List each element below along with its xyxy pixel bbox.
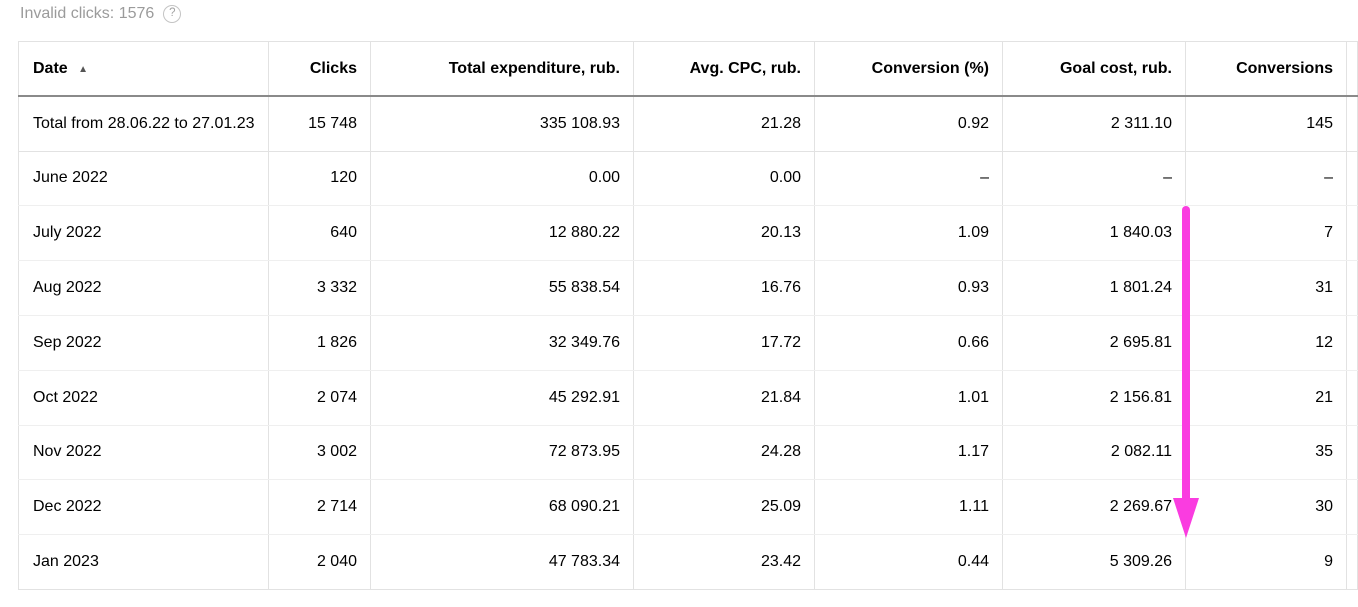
table-row: Sep 2022 1 826 32 349.76 17.72 0.66 2 69…: [18, 314, 1358, 371]
cell-expenditure: 0.00: [370, 150, 634, 207]
column-header-date[interactable]: Date ▲: [18, 41, 269, 98]
cell-goal-cost: 5 309.26: [1002, 534, 1186, 590]
cell-conversions: 12: [1185, 314, 1347, 371]
column-header-clicks[interactable]: Clicks: [268, 41, 371, 98]
cell-clicks: 2 714: [268, 479, 371, 536]
cell-empty: [1346, 260, 1358, 316]
cell-clicks: 2 040: [268, 534, 371, 590]
cell-avg-cpc: 21.84: [633, 369, 815, 426]
cell-clicks: 1 826: [268, 314, 371, 371]
cell-avg-cpc: 25.09: [633, 479, 815, 536]
cell-avg-cpc: 0.00: [633, 150, 815, 207]
column-header-conversion[interactable]: Conversion (%): [814, 41, 1003, 98]
header-row: Date ▲ Clicks Total expenditure, rub. Av…: [18, 41, 1358, 98]
cell-avg-cpc: 23.42: [633, 534, 815, 590]
total-conversion: 0.92: [814, 95, 1003, 152]
cell-goal-cost: 1 840.03: [1002, 205, 1186, 262]
cell-avg-cpc: 20.13: [633, 205, 815, 262]
cell-date: Sep 2022: [18, 314, 269, 371]
cell-goal-cost: 2 695.81: [1002, 314, 1186, 371]
cell-conversion: 1.11: [814, 479, 1003, 536]
cell-date: Oct 2022: [18, 369, 269, 426]
total-empty-cell: [1346, 95, 1358, 152]
cell-clicks: 120: [268, 150, 371, 207]
cell-date: Aug 2022: [18, 260, 269, 316]
cell-conversion: 0.66: [814, 314, 1003, 371]
cell-date: Jan 2023: [18, 534, 269, 590]
cell-date: July 2022: [18, 205, 269, 262]
cell-expenditure: 12 880.22: [370, 205, 634, 262]
cell-empty: [1346, 479, 1358, 536]
cell-expenditure: 55 838.54: [370, 260, 634, 316]
column-header-conversions[interactable]: Conversions: [1185, 41, 1347, 98]
cell-empty: [1346, 205, 1358, 262]
cell-conversion: 1.17: [814, 424, 1003, 481]
table-row: Nov 2022 3 002 72 873.95 24.28 1.17 2 08…: [18, 424, 1358, 481]
cell-goal-cost: 2 082.11: [1002, 424, 1186, 481]
cell-goal-cost: 2 156.81: [1002, 369, 1186, 426]
cell-clicks: 3 002: [268, 424, 371, 481]
cell-date: June 2022: [18, 150, 269, 207]
column-header-empty: [1346, 41, 1358, 98]
total-goal-cost: 2 311.10: [1002, 95, 1186, 152]
cell-empty: [1346, 424, 1358, 481]
total-expenditure: 335 108.93: [370, 95, 634, 152]
total-label: Total from 28.06.22 to 27.01.23: [18, 95, 269, 152]
cell-conversion: 1.01: [814, 369, 1003, 426]
table-row: Dec 2022 2 714 68 090.21 25.09 1.11 2 26…: [18, 479, 1358, 536]
cell-goal-cost: 1 801.24: [1002, 260, 1186, 316]
total-clicks: 15 748: [268, 95, 371, 152]
cell-empty: [1346, 150, 1358, 207]
statistics-table: Total from 28.06.22 to 27.01.23 15 748 3…: [18, 41, 1358, 590]
column-header-expenditure[interactable]: Total expenditure, rub.: [370, 41, 634, 98]
cell-empty: [1346, 369, 1358, 426]
cell-expenditure: 45 292.91: [370, 369, 634, 426]
table-row: July 2022 640 12 880.22 20.13 1.09 1 840…: [18, 205, 1358, 262]
table-row: Jan 2023 2 040 47 783.34 23.42 0.44 5 30…: [18, 534, 1358, 590]
cell-clicks: 640: [268, 205, 371, 262]
cell-expenditure: 47 783.34: [370, 534, 634, 590]
help-icon[interactable]: ?: [163, 5, 182, 23]
column-header-avg-cpc[interactable]: Avg. CPC, rub.: [633, 41, 815, 98]
column-header-date-label: Date: [33, 59, 68, 77]
cell-clicks: 3 332: [268, 260, 371, 316]
cell-expenditure: 72 873.95: [370, 424, 634, 481]
table-row: Oct 2022 2 074 45 292.91 21.84 1.01 2 15…: [18, 369, 1358, 426]
invalid-clicks-bar: Invalid clicks: 1576 ?: [20, 5, 182, 23]
column-header-goal-cost[interactable]: Goal cost, rub.: [1002, 41, 1186, 98]
cell-conversions: 35: [1185, 424, 1347, 481]
total-row: Total from 28.06.22 to 27.01.23 15 748 3…: [18, 95, 1358, 152]
cell-conversions: 31: [1185, 260, 1347, 316]
cell-conversions: –: [1185, 150, 1347, 207]
cell-expenditure: 32 349.76: [370, 314, 634, 371]
cell-conversions: 9: [1185, 534, 1347, 590]
table-row: Aug 2022 3 332 55 838.54 16.76 0.93 1 80…: [18, 260, 1358, 316]
invalid-clicks-label: Invalid clicks: 1576: [20, 5, 155, 22]
cell-conversion: 0.44: [814, 534, 1003, 590]
cell-empty: [1346, 314, 1358, 371]
total-conversions: 145: [1185, 95, 1347, 152]
cell-goal-cost: 2 269.67: [1002, 479, 1186, 536]
sort-asc-icon: ▲: [78, 63, 89, 75]
cell-avg-cpc: 16.76: [633, 260, 815, 316]
cell-date: Dec 2022: [18, 479, 269, 536]
cell-conversion: 1.09: [814, 205, 1003, 262]
cell-avg-cpc: 17.72: [633, 314, 815, 371]
cell-date: Nov 2022: [18, 424, 269, 481]
cell-goal-cost: –: [1002, 150, 1186, 207]
table-row: June 2022 120 0.00 0.00 – – –: [18, 150, 1358, 207]
cell-conversion: 0.93: [814, 260, 1003, 316]
cell-conversions: 21: [1185, 369, 1347, 426]
cell-empty: [1346, 534, 1358, 590]
cell-avg-cpc: 24.28: [633, 424, 815, 481]
cell-clicks: 2 074: [268, 369, 371, 426]
cell-expenditure: 68 090.21: [370, 479, 634, 536]
cell-conversions: 7: [1185, 205, 1347, 262]
cell-conversions: 30: [1185, 479, 1347, 536]
cell-conversion: –: [814, 150, 1003, 207]
total-avg-cpc: 21.28: [633, 95, 815, 152]
